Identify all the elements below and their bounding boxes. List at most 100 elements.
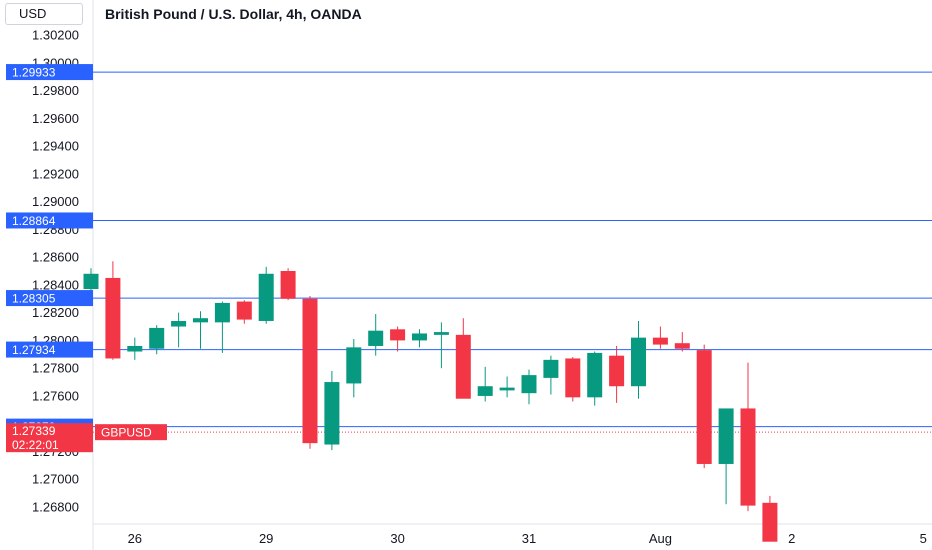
candle-body	[718, 408, 734, 464]
candle-body	[762, 502, 778, 542]
candle-body	[455, 334, 471, 399]
time-axis[interactable]: 26 29 30 31 Aug 2 5	[128, 531, 927, 546]
candle	[740, 362, 756, 512]
chart-title: British Pound / U.S. Dollar, 4h, OANDA	[105, 6, 362, 22]
candle-body	[652, 337, 668, 345]
candle-body	[565, 358, 581, 398]
candle	[631, 320, 646, 399]
candle	[412, 329, 427, 348]
time-tick-label: 5	[920, 531, 927, 546]
price-tick-label: 1.28600	[32, 250, 79, 265]
candle-body	[521, 375, 537, 394]
level-price-tag: 1.28864	[6, 212, 93, 229]
level-tag-label: 1.28305	[12, 292, 56, 306]
candle-body	[83, 273, 99, 290]
candle	[477, 366, 493, 402]
candle-body	[696, 350, 712, 464]
candle-body	[674, 343, 690, 349]
symbol-label-background	[95, 424, 167, 441]
symbol-label-text: GBPUSD	[101, 426, 152, 440]
level-tag-label: 1.28864	[12, 214, 56, 228]
candle-body	[368, 330, 384, 346]
candle	[127, 337, 143, 360]
candle-body	[105, 277, 121, 359]
candle	[368, 314, 384, 356]
candle	[718, 408, 734, 505]
price-tick-label: 1.26800	[32, 500, 79, 515]
candle	[609, 345, 625, 403]
price-tick-label: 1.27800	[32, 361, 79, 376]
price-tick-label: 1.27600	[32, 388, 79, 403]
candle-body	[499, 387, 515, 391]
price-tick-label: 1.27000	[32, 472, 79, 487]
candle-body	[477, 386, 493, 396]
candle-body	[740, 408, 756, 506]
candle	[214, 301, 230, 353]
price-tags: 1.299331.288641.283051.279341.273791.273…	[6, 64, 167, 453]
candle	[346, 339, 362, 398]
candle	[193, 311, 208, 349]
candle	[565, 357, 581, 402]
candle-body	[193, 318, 208, 323]
candle-body	[214, 302, 230, 323]
price-tick-label: 1.28400	[32, 277, 79, 292]
candle-body	[346, 347, 362, 384]
candle	[455, 318, 471, 399]
price-tick-label: 1.29000	[32, 194, 79, 209]
time-tick-label: 31	[522, 531, 536, 546]
candle	[280, 268, 296, 301]
candle	[543, 355, 559, 395]
candle-body	[587, 352, 603, 398]
candle	[324, 370, 340, 451]
candle	[390, 326, 406, 352]
price-tick-label: 1.30200	[32, 28, 79, 43]
candle	[149, 325, 165, 355]
last-price-background	[6, 423, 93, 453]
time-tick-label: Aug	[649, 531, 672, 546]
candle-body	[609, 355, 625, 387]
candle-body	[236, 301, 252, 320]
level-price-tag: 1.28305	[6, 290, 93, 307]
candle	[652, 326, 668, 349]
candle-body	[149, 327, 165, 349]
price-tick-label: 1.29200	[32, 166, 79, 181]
candle-body	[433, 332, 449, 335]
candle-body	[127, 345, 143, 352]
time-tick-label: 2	[788, 531, 795, 546]
candle	[171, 312, 187, 348]
horizontal-levels	[93, 71, 932, 433]
countdown-label: 02:22:01	[12, 438, 59, 452]
candle	[696, 344, 712, 469]
candles	[83, 261, 778, 542]
candle-body	[631, 337, 646, 387]
candle	[105, 261, 121, 360]
price-tick-label: 1.29600	[32, 111, 79, 126]
candle	[521, 369, 537, 405]
candle	[302, 295, 318, 449]
candle-body	[280, 271, 296, 299]
level-tag-background	[6, 212, 93, 229]
price-tick-label: 1.28200	[32, 305, 79, 320]
price-tick-label: 1.29400	[32, 139, 79, 154]
time-tick-label: 26	[128, 531, 142, 546]
candle-body	[258, 273, 274, 321]
candle	[258, 266, 274, 324]
symbol-label: GBPUSD	[95, 424, 167, 441]
candle-body	[412, 333, 427, 341]
candle-body	[543, 359, 559, 378]
time-tick-label: 30	[390, 531, 404, 546]
candle	[587, 351, 603, 406]
last-price-label: 1.27339	[12, 424, 56, 438]
currency-selector[interactable]: USD	[5, 3, 83, 25]
level-tag-label: 1.27934	[12, 343, 56, 357]
time-tick-label: 29	[259, 531, 273, 546]
price-tick-label: 1.29800	[32, 83, 79, 98]
candle-body	[171, 320, 187, 327]
level-tag-background	[6, 64, 93, 81]
level-tag-background	[6, 290, 93, 307]
candle	[762, 495, 778, 542]
candle-body	[324, 382, 340, 445]
candle	[433, 322, 449, 369]
